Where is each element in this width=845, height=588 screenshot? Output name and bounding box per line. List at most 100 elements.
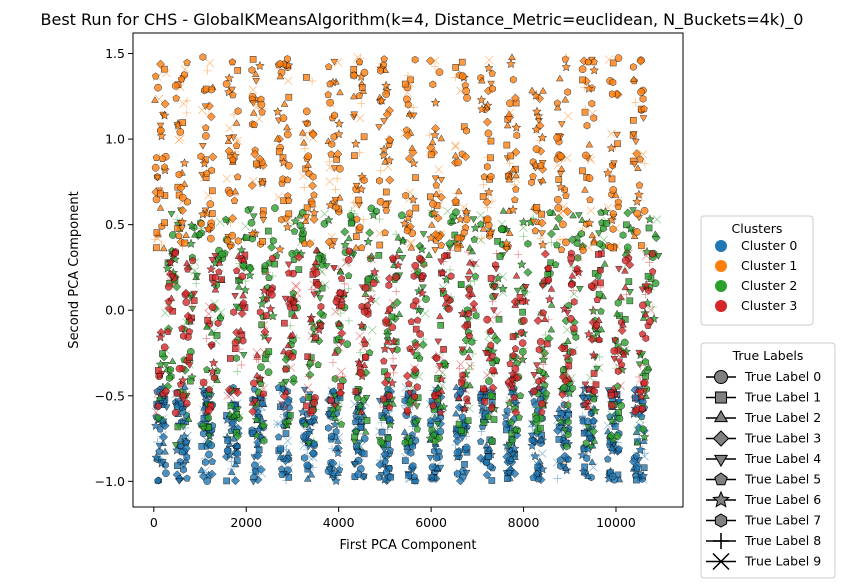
data-point	[381, 457, 389, 465]
data-point	[581, 463, 588, 471]
data-point	[560, 383, 568, 392]
data-point	[198, 443, 206, 450]
data-point	[332, 203, 340, 212]
data-point	[208, 357, 219, 368]
data-point	[290, 312, 299, 319]
data-point	[202, 334, 211, 343]
data-point	[156, 59, 166, 69]
data-point	[361, 283, 370, 292]
data-point	[269, 236, 277, 245]
data-point	[492, 335, 502, 345]
data-point	[410, 272, 418, 281]
data-point	[157, 190, 164, 198]
data-point	[338, 372, 347, 381]
data-point	[464, 353, 473, 361]
data-point	[204, 437, 213, 447]
data-point	[178, 324, 186, 332]
data-point	[256, 464, 266, 474]
data-point	[437, 267, 448, 278]
data-point	[456, 388, 465, 397]
data-point	[380, 343, 390, 354]
data-point	[165, 257, 176, 267]
data-point	[262, 268, 271, 277]
data-point	[310, 437, 319, 446]
data-point	[639, 95, 647, 103]
data-point	[558, 390, 568, 399]
data-point	[537, 239, 548, 250]
data-point	[626, 289, 634, 296]
data-point	[206, 264, 217, 274]
data-point	[153, 233, 162, 243]
data-point	[435, 407, 446, 417]
data-point	[586, 195, 594, 204]
data-point	[156, 454, 165, 463]
legend-label-true-label-2: True Label 2	[744, 410, 821, 425]
data-point	[454, 244, 462, 252]
data-point	[387, 473, 394, 481]
legend-swatch-cluster-2	[715, 280, 727, 292]
data-point	[508, 204, 518, 215]
y-tick-label: −1.0	[95, 474, 125, 489]
data-point	[234, 107, 242, 115]
data-point	[190, 297, 198, 304]
data-point	[510, 297, 520, 307]
data-point	[281, 319, 288, 327]
data-point	[202, 123, 210, 132]
data-point	[180, 465, 187, 474]
data-point	[410, 264, 420, 273]
data-point	[208, 85, 215, 94]
data-point	[534, 383, 543, 391]
data-point	[517, 328, 525, 337]
data-point	[551, 260, 560, 268]
data-point	[461, 461, 468, 468]
data-point	[255, 154, 265, 164]
data-point	[410, 363, 419, 373]
data-point	[229, 155, 237, 163]
data-point	[272, 106, 283, 117]
data-point	[259, 217, 268, 224]
data-point	[607, 215, 617, 225]
data-point	[389, 354, 398, 363]
data-point	[183, 265, 192, 273]
data-point	[153, 389, 163, 398]
data-point	[225, 429, 234, 438]
data-point	[555, 436, 563, 443]
data-point	[492, 249, 501, 258]
data-point	[159, 244, 168, 252]
data-point	[276, 59, 284, 68]
data-point	[537, 218, 547, 228]
data-point	[389, 364, 398, 372]
legend-swatch-cluster-3	[715, 300, 727, 312]
data-point	[440, 346, 447, 353]
data-point	[613, 309, 621, 317]
data-point	[433, 464, 442, 471]
data-point	[451, 73, 460, 82]
data-point	[325, 157, 334, 166]
data-point	[582, 439, 590, 448]
data-point	[182, 108, 191, 117]
data-point	[490, 283, 499, 291]
data-point	[562, 325, 572, 334]
data-point	[154, 94, 164, 104]
y-tick-label: 1.5	[105, 46, 125, 61]
data-point	[375, 124, 383, 131]
data-point	[260, 390, 267, 398]
data-point	[418, 340, 428, 350]
data-point	[180, 332, 187, 340]
data-point	[176, 435, 185, 443]
data-point	[416, 330, 424, 338]
data-point	[384, 155, 395, 165]
data-point	[531, 403, 540, 412]
data-point	[561, 95, 570, 103]
data-point	[584, 403, 592, 411]
data-point	[395, 246, 404, 254]
data-point	[382, 329, 393, 340]
data-point	[507, 455, 516, 462]
data-point	[553, 133, 562, 142]
data-point	[431, 175, 440, 183]
data-point	[557, 245, 566, 253]
data-point	[340, 227, 350, 237]
data-point	[528, 178, 535, 187]
data-point	[609, 186, 618, 194]
data-point	[434, 338, 443, 346]
